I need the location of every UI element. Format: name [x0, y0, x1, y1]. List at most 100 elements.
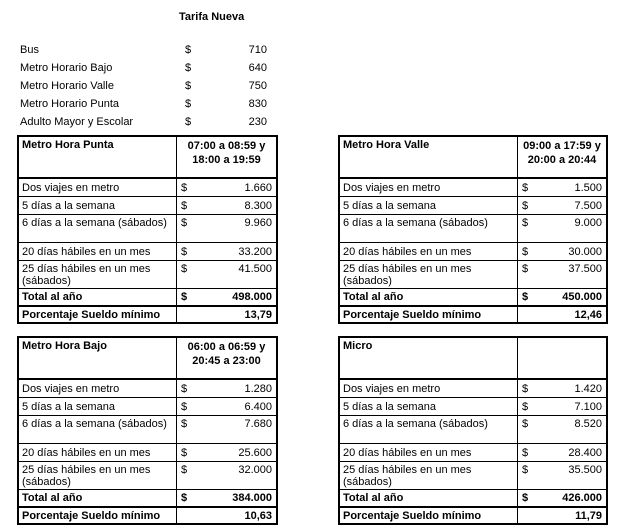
table-row: 25 días hábiles en un mes (sábados) $ 41…: [19, 260, 276, 288]
table-header: Metro Hora Bajo 06:00 a 06:59 y 20:45 a …: [19, 338, 276, 380]
percent-value: 12,46: [574, 308, 602, 321]
row-value-cell: $ 384.000: [176, 490, 276, 506]
row-label: Porcentaje Sueldo mínimo: [22, 509, 161, 522]
row-value: 37.500: [568, 263, 602, 275]
row-value-cell: $ 1.420: [517, 380, 606, 397]
currency-symbol: $: [522, 446, 529, 459]
row-label: Dos viajes en metro: [343, 382, 441, 395]
table-row-total: Total al año $ 450.000: [340, 288, 606, 305]
table-row: 25 días hábiles en un mes (sábados) $ 32…: [19, 461, 276, 489]
table-schedule: 09:00 a 17:59 y 20:00 a 20:44: [517, 137, 606, 177]
table-row-percent: Porcentaje Sueldo mínimo 10,63: [19, 506, 276, 523]
row-value: 450.000: [562, 291, 602, 303]
table-row-percent: Porcentaje Sueldo mínimo 12,46: [340, 305, 606, 322]
row-value-cell: $ 32.000: [176, 462, 276, 489]
table-row-percent: Porcentaje Sueldo mínimo 13,79: [19, 305, 276, 322]
currency-symbol: $: [522, 291, 529, 303]
fare-label: Metro Horario Bajo: [20, 62, 113, 74]
currency-symbol: $: [181, 291, 188, 303]
currency-symbol: $: [522, 199, 529, 212]
row-value: 7.680: [244, 418, 272, 430]
fare-table-micro: Micro Dos viajes en metro $ 1.420 5 días…: [338, 336, 608, 525]
row-value-cell: $ 426.000: [517, 490, 606, 506]
currency-symbol: $: [181, 263, 188, 275]
row-value-cell: $ 1.500: [517, 179, 606, 196]
table-row: 5 días a la semana $ 7.500: [340, 196, 606, 214]
row-label: 5 días a la semana: [22, 199, 115, 212]
schedule-line-1: 09:00 a 17:59 y: [523, 140, 601, 152]
fare-value: 640: [248, 62, 267, 74]
row-value-cell: $ 35.500: [517, 462, 606, 489]
table-row: 5 días a la semana $ 6.400: [19, 397, 276, 415]
table-row: 20 días hábiles en un mes $ 30.000: [340, 242, 606, 260]
table-row: 20 días hábiles en un mes $ 28.400: [340, 443, 606, 461]
table-row: 5 días a la semana $ 8.300: [19, 196, 276, 214]
row-value-cell: $ 8.520: [517, 416, 606, 443]
table-title: Metro Hora Punta: [22, 139, 114, 151]
row-value: 35.500: [568, 464, 602, 476]
row-label: 5 días a la semana: [22, 400, 115, 413]
currency-symbol: $: [522, 492, 529, 504]
table-row: 6 días a la semana (sábados) $ 7.680: [19, 415, 276, 443]
row-label: 5 días a la semana: [343, 199, 436, 212]
table-schedule: [517, 338, 606, 378]
currency-symbol: $: [522, 245, 529, 258]
row-value-cell: $ 6.400: [176, 398, 276, 415]
row-label: Total al año: [22, 291, 83, 303]
table-row: 6 días a la semana (sábados) $ 9.960: [19, 214, 276, 242]
currency-symbol: $: [181, 446, 188, 459]
table-title: Micro: [343, 340, 373, 352]
row-value: 1.420: [574, 382, 602, 395]
row-label: 20 días hábiles en un mes: [343, 446, 472, 459]
row-value: 9.000: [574, 217, 602, 229]
row-value-cell: $ 7.500: [517, 197, 606, 214]
row-value-cell: $ 9.960: [176, 215, 276, 242]
row-value: 1.660: [244, 181, 272, 194]
row-label: 20 días hábiles en un mes: [22, 446, 151, 459]
table-schedule: 06:00 a 06:59 y 20:45 a 23:00: [176, 338, 276, 378]
percent-value-cell: 12,46: [517, 307, 606, 322]
fare-row-metro-horario-punta: Metro Horario Punta $ 830: [0, 96, 280, 114]
currency-symbol: $: [185, 62, 192, 74]
table-row: 20 días hábiles en un mes $ 33.200: [19, 242, 276, 260]
table-header: Metro Hora Punta 07:00 a 08:59 y 18:00 a…: [19, 137, 276, 179]
currency-symbol: $: [522, 464, 529, 476]
table-row: 25 días hábiles en un mes (sábados) $ 37…: [340, 260, 606, 288]
row-value: 28.400: [568, 446, 602, 459]
table-row: Dos viajes en metro $ 1.420: [340, 380, 606, 397]
row-label: Porcentaje Sueldo mínimo: [343, 308, 482, 321]
fare-value: 830: [248, 98, 267, 110]
row-value: 426.000: [562, 492, 602, 504]
currency-symbol: $: [181, 181, 188, 194]
row-value-cell: $ 41.500: [176, 261, 276, 288]
row-value-cell: $ 7.680: [176, 416, 276, 443]
percent-value: 13,79: [244, 308, 272, 321]
currency-symbol: $: [522, 217, 529, 229]
schedule-line-1: 07:00 a 08:59 y: [187, 140, 266, 152]
table-title: Metro Hora Bajo: [22, 340, 107, 352]
row-value-cell: $ 37.500: [517, 261, 606, 288]
row-value-cell: $ 7.100: [517, 398, 606, 415]
row-value: 9.960: [244, 217, 272, 229]
table-header: Metro Hora Valle 09:00 a 17:59 y 20:00 a…: [340, 137, 606, 179]
currency-symbol: $: [522, 400, 529, 413]
currency-symbol: $: [181, 418, 188, 430]
table-schedule: 07:00 a 08:59 y 18:00 a 19:59: [176, 137, 276, 177]
currency-symbol: $: [181, 245, 188, 258]
currency-symbol: $: [181, 199, 188, 212]
currency-symbol: $: [185, 44, 192, 56]
percent-value-cell: 10,63: [176, 508, 276, 523]
fare-label: Adulto Mayor y Escolar: [20, 116, 134, 128]
fare-row-metro-horario-valle: Metro Horario Valle $ 750: [0, 78, 280, 96]
row-value: 8.300: [244, 199, 272, 212]
table-row: 6 días a la semana (sábados) $ 9.000: [340, 214, 606, 242]
percent-value: 11,79: [575, 509, 602, 522]
fare-row-bus: Bus $ 710: [0, 42, 280, 60]
row-value: 8.520: [574, 418, 602, 430]
row-value: 498.000: [232, 291, 272, 303]
row-value: 25.600: [238, 446, 272, 459]
table-row: 25 días hábiles en un mes (sábados) $ 35…: [340, 461, 606, 489]
table-row: 6 días a la semana (sábados) $ 8.520: [340, 415, 606, 443]
currency-symbol: $: [522, 181, 529, 194]
table-row-total: Total al año $ 384.000: [19, 489, 276, 506]
